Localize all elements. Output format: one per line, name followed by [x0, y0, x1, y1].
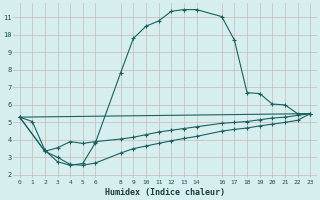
X-axis label: Humidex (Indice chaleur): Humidex (Indice chaleur)	[105, 188, 225, 197]
